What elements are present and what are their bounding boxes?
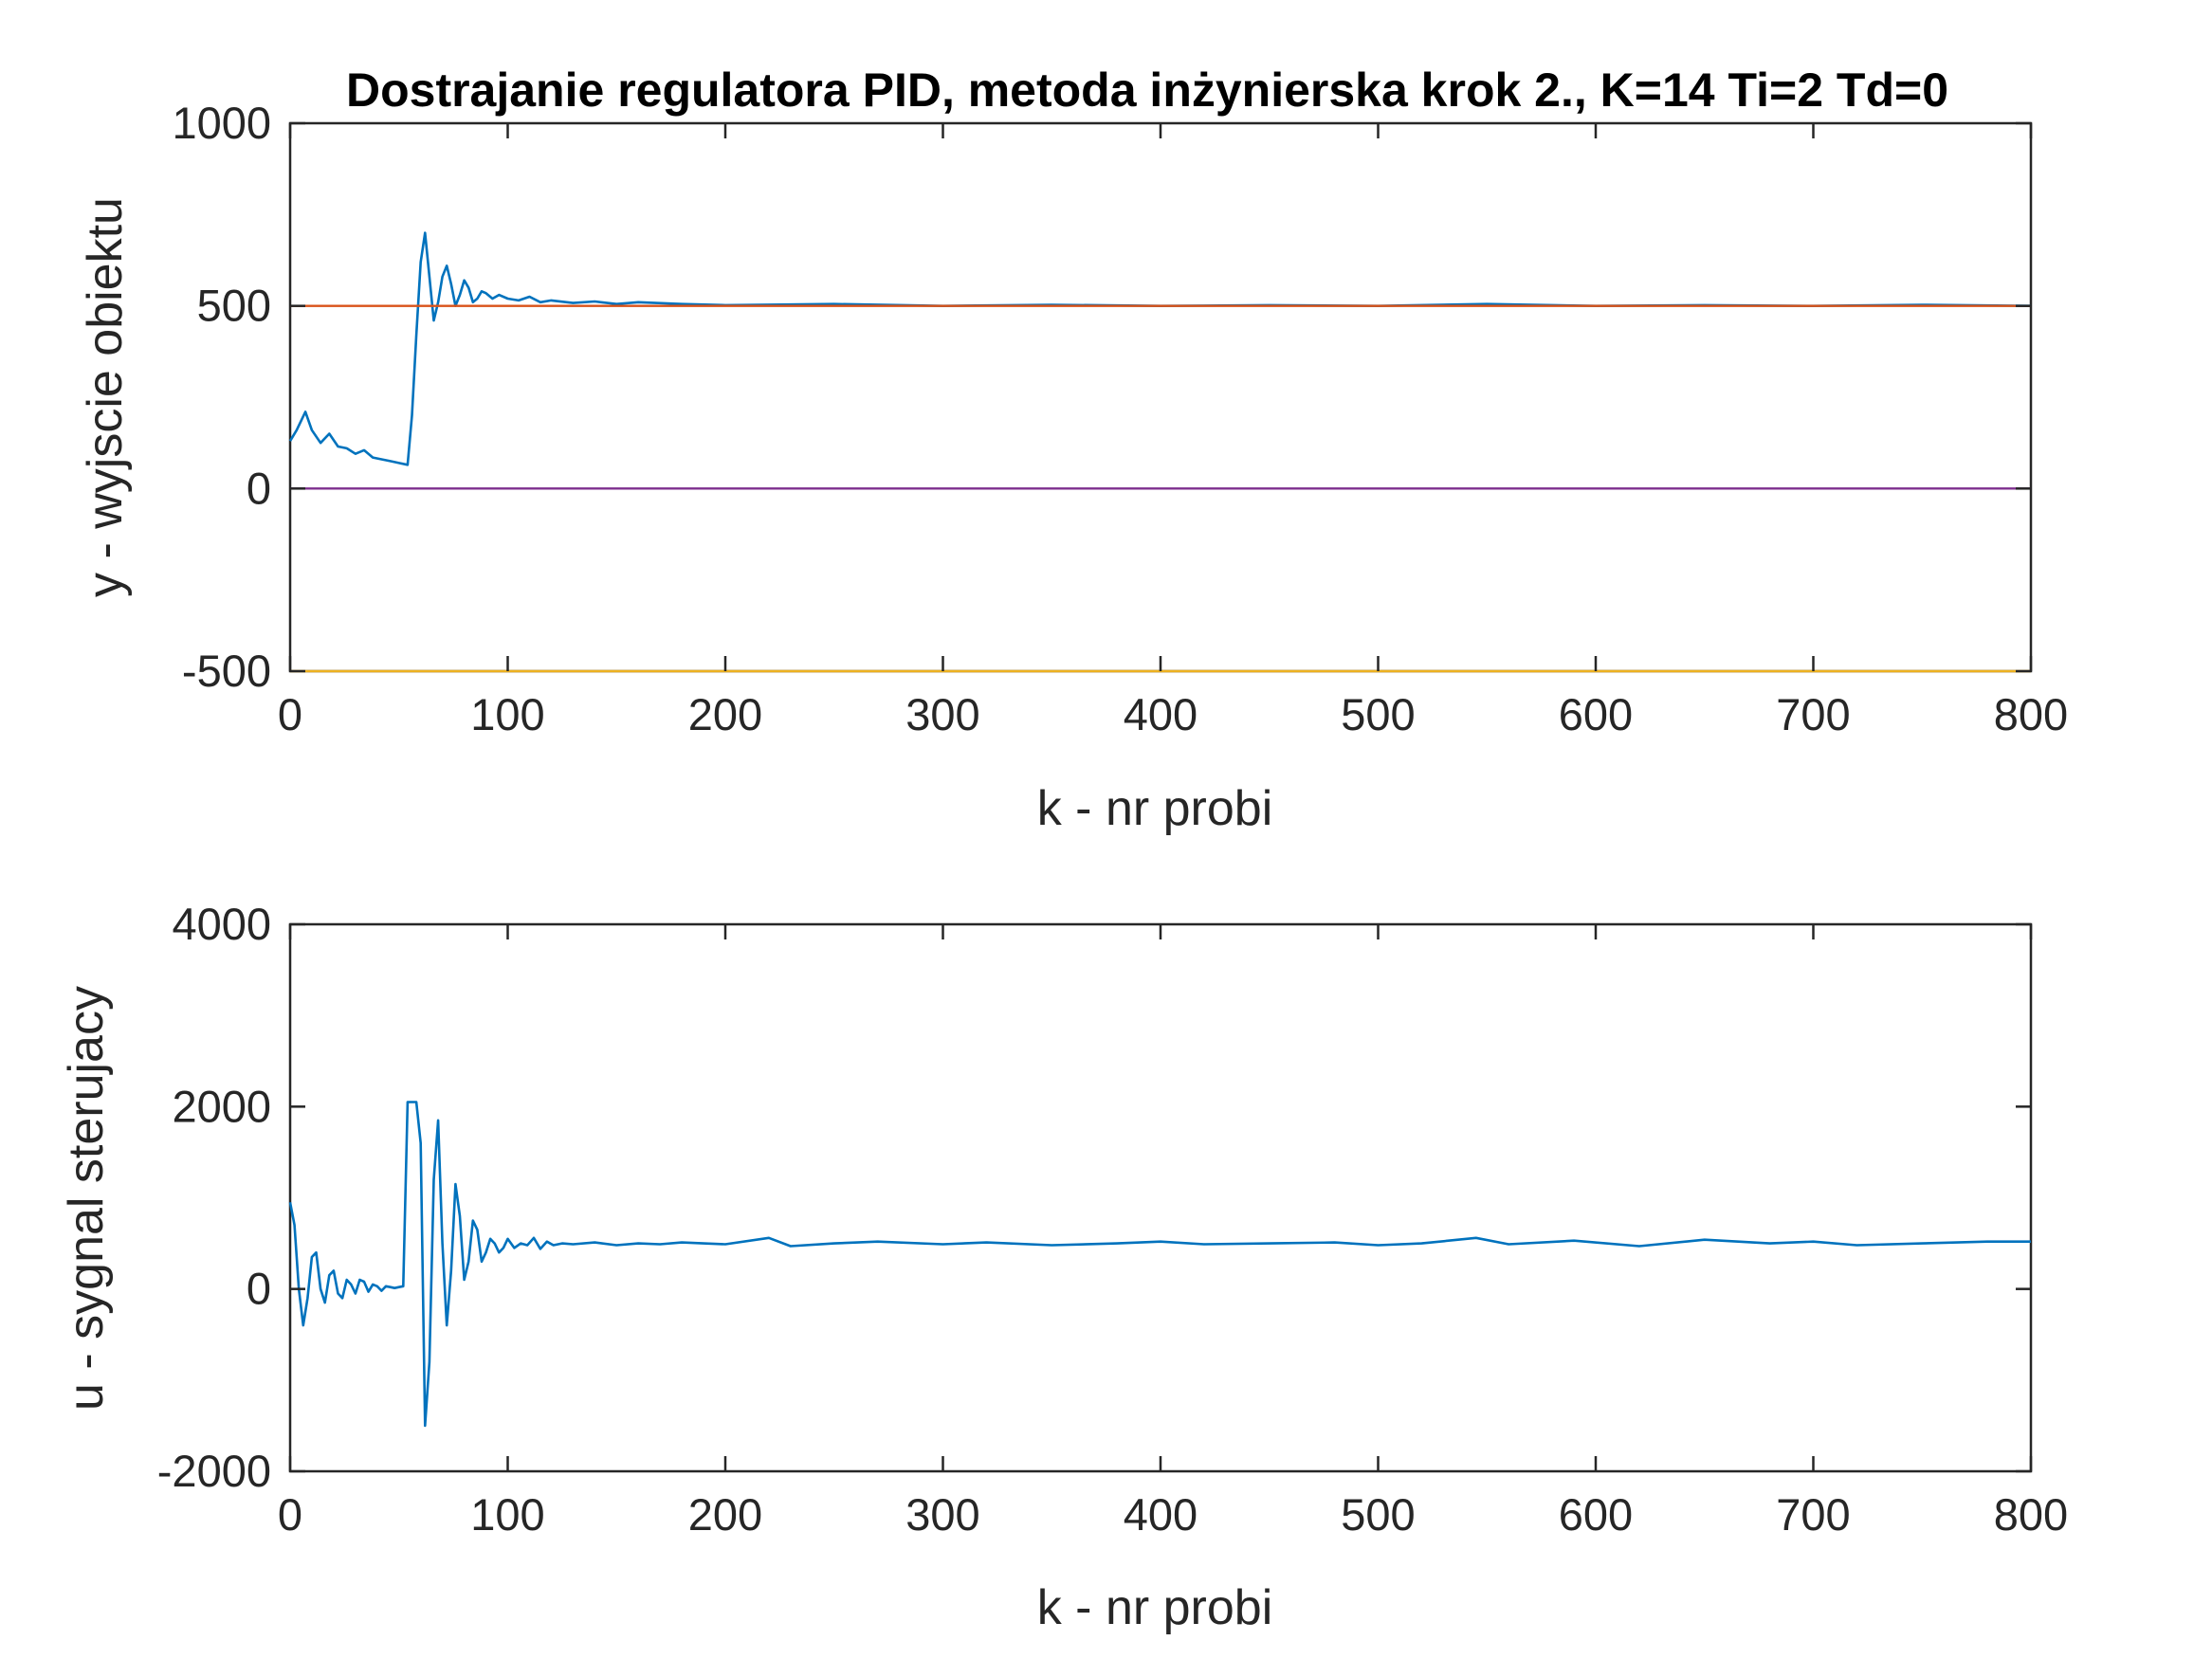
- bottom-x-tick-label: 500: [1341, 1489, 1415, 1540]
- top-x-tick-label: 700: [1776, 689, 1850, 739]
- top-y-tick-label: 0: [247, 463, 271, 513]
- top-x-tick-label: 400: [1124, 689, 1197, 739]
- bottom-y-tick-label: -2000: [157, 1446, 271, 1496]
- top-x-tick-label: 600: [1559, 689, 1633, 739]
- top-x-tick-label: 300: [905, 689, 979, 739]
- bottom-x-tick-label: 400: [1124, 1489, 1197, 1540]
- top-x-axis-label: k - nr probi: [1037, 781, 1273, 836]
- top-x-tick-label: 800: [1994, 689, 2068, 739]
- bottom-x-tick-label: 800: [1994, 1489, 2068, 1540]
- bottom-y-tick-label: 4000: [172, 899, 271, 949]
- bottom-x-tick-label: 600: [1559, 1489, 1633, 1540]
- bottom-x-axis-label: k - nr probi: [1037, 1580, 1273, 1635]
- bottom-x-tick-label: 200: [688, 1489, 762, 1540]
- bottom-series-line-0: [288, 1101, 2031, 1428]
- bottom-x-tick-label: 100: [470, 1489, 544, 1540]
- top-plot-frame: [288, 121, 2033, 673]
- top-x-tick-label: 200: [688, 689, 762, 739]
- top-y-axis-label: y - wyjscie obiektu: [78, 197, 133, 597]
- top-x-tick-label: 100: [470, 689, 544, 739]
- bottom-subplot: 0 100 200 300 400 500 600 700 800-2000020004000 …: [59, 899, 2068, 1635]
- bottom-y-axis-label: u - sygnal sterujacy: [59, 986, 114, 1411]
- top-x-tick-label: 500: [1341, 689, 1415, 739]
- chart-title: Dostrajanie regulatora PID, metoda inżyn…: [346, 64, 1948, 117]
- top-x-tick-label: 0: [278, 689, 302, 739]
- bottom-x-tick-label: 0: [278, 1489, 302, 1540]
- bottom-plot-frame: [288, 922, 2033, 1473]
- top-y-tick-label: 500: [197, 281, 271, 331]
- top-y-tick-label: -500: [182, 646, 271, 696]
- bottom-y-tick-label: 0: [247, 1264, 271, 1314]
- bottom-y-tick-label: 2000: [172, 1081, 271, 1131]
- bottom-x-tick-label: 700: [1776, 1489, 1850, 1540]
- bottom-series-layer: [288, 1101, 2031, 1428]
- top-y-tick-label: 1000: [172, 98, 271, 148]
- bottom-x-tick-label: 300: [905, 1489, 979, 1540]
